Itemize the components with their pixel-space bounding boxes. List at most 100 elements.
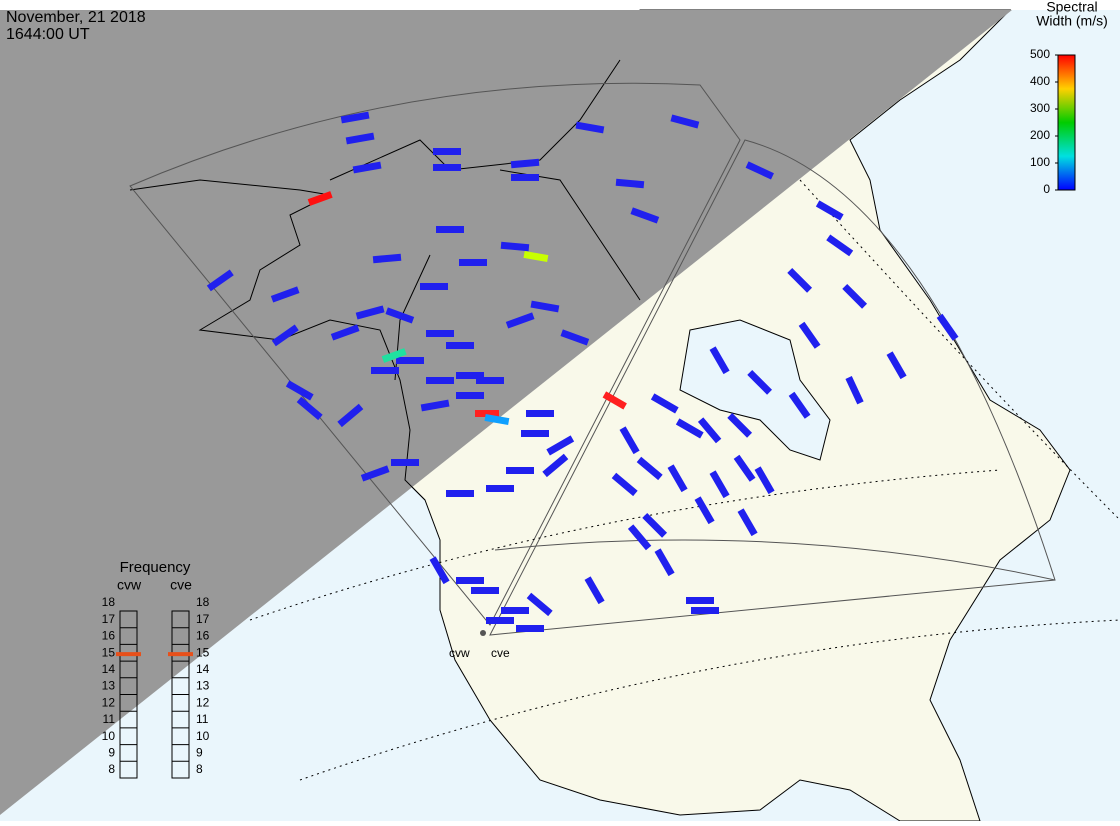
radar-cell [436,226,464,233]
freq-tick-label: 11 [196,712,209,726]
radar-cell [675,418,704,439]
radar-cell [886,351,907,380]
radar-cell [510,158,540,169]
date: November, 21 2018 [6,9,146,26]
radar-cell [340,111,370,124]
radar-cell [371,367,399,374]
radar-cell [501,607,529,614]
freq-tick-label: 11 [103,712,116,726]
radar-cell [697,417,722,444]
radar-cell [737,508,758,537]
colorbar-tick-label: 300 [1030,101,1050,115]
radar-cell [486,485,514,492]
radar-cell [337,403,364,428]
radar-cell [459,259,487,266]
radar-cell [709,346,730,375]
radar-cell [670,114,700,129]
radar-cell [456,372,484,379]
radar-cell [206,269,234,292]
colorbar [1057,54,1076,191]
freq-title: Frequency [120,559,191,576]
scatter-cells [206,111,959,632]
radar-cell [285,380,314,401]
freq-tick-label: 15 [196,645,210,659]
radar-cell [575,121,605,134]
radar-cell [727,412,753,438]
radar-cell [345,132,375,145]
radar-cell [584,576,605,605]
freq-tick-label: 16 [196,629,210,643]
grid-lines [249,179,1120,781]
radar-cell [709,470,730,499]
freq-tick-label: 14 [196,662,210,676]
radar-label: cve [491,646,510,660]
colorbar-tick-label: 500 [1030,47,1050,61]
radar-cell [420,283,448,290]
colorbar-tick-label: 0 [1043,182,1050,196]
radar-cell [630,207,660,224]
freq-tick-label: 9 [196,745,203,759]
radar-cell [526,592,553,617]
radar-cell [429,556,450,585]
radar-cell [456,392,484,399]
radar-cell [754,466,775,495]
radar-cell [500,241,530,252]
freq-tick-label: 17 [102,612,116,626]
freq-tick-label: 10 [102,729,116,743]
freq-tick-label: 8 [196,762,203,776]
freq-tick-label: 15 [102,645,116,659]
radar-cell [330,324,360,341]
radar-cell [391,459,419,466]
freq-tick-label: 10 [196,729,210,743]
freq-tick-label: 9 [108,745,115,759]
radar-cell [615,178,645,189]
radar-cell [654,548,675,577]
radar-cell [526,410,554,417]
radar-cell [745,161,774,180]
night [0,10,1012,815]
colorbar-tick-label: 200 [1030,128,1050,142]
radar-cell [787,267,813,293]
radar-cell [270,286,300,303]
radar-site [480,630,486,636]
radar-cell [542,453,569,478]
radar-cell [511,174,539,181]
radar-cell [271,324,299,347]
radar-cell [433,164,461,171]
radar-cell [307,191,333,206]
radar-cell [733,454,756,482]
freq-tick-label: 18 [102,595,116,609]
radar-cell [611,472,638,497]
radar-cell [667,464,688,493]
radar-cell [826,234,854,257]
radar-cell [691,607,719,614]
radar-cell [815,200,844,221]
radar-cell [627,524,652,551]
colorbar-title: Width (m/s) [1036,13,1108,29]
radar-cell [456,577,484,584]
colorbar-tick-label: 400 [1030,74,1050,88]
radar-cell [642,512,668,538]
radar-cell [842,283,868,309]
radar-cell [530,300,560,313]
freq-tick-label: 13 [102,679,116,693]
radar-fov [129,82,1056,636]
freq-radar-name: cvw [117,577,142,593]
radar-cell [426,330,454,337]
radar-cell [396,357,424,364]
radar-cell [636,456,663,481]
radar-cell [446,342,474,349]
radar-cell [845,376,864,405]
radar-cell [381,348,407,363]
freq-tick-label: 17 [196,612,210,626]
radar-cell [650,393,679,414]
radar-cell [426,377,454,384]
freq-tick-label: 8 [108,762,115,776]
radar-cell [516,625,544,632]
radar-cell [546,435,575,456]
radar-cell [471,587,499,594]
time: 1644:00 UT [6,26,90,43]
radar-cell [296,396,323,421]
